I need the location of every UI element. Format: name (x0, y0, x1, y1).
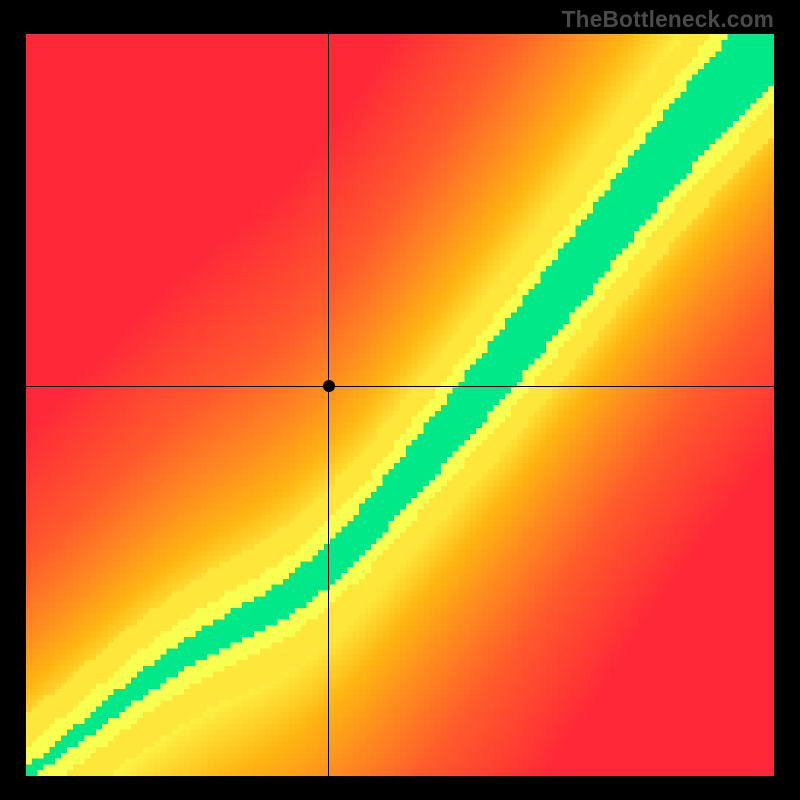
chart-container: TheBottleneck.com (0, 0, 800, 800)
watermark-text: TheBottleneck.com (562, 6, 774, 33)
crosshair-vertical (328, 34, 329, 776)
heatmap-canvas (26, 34, 774, 776)
crosshair-horizontal (26, 386, 774, 387)
